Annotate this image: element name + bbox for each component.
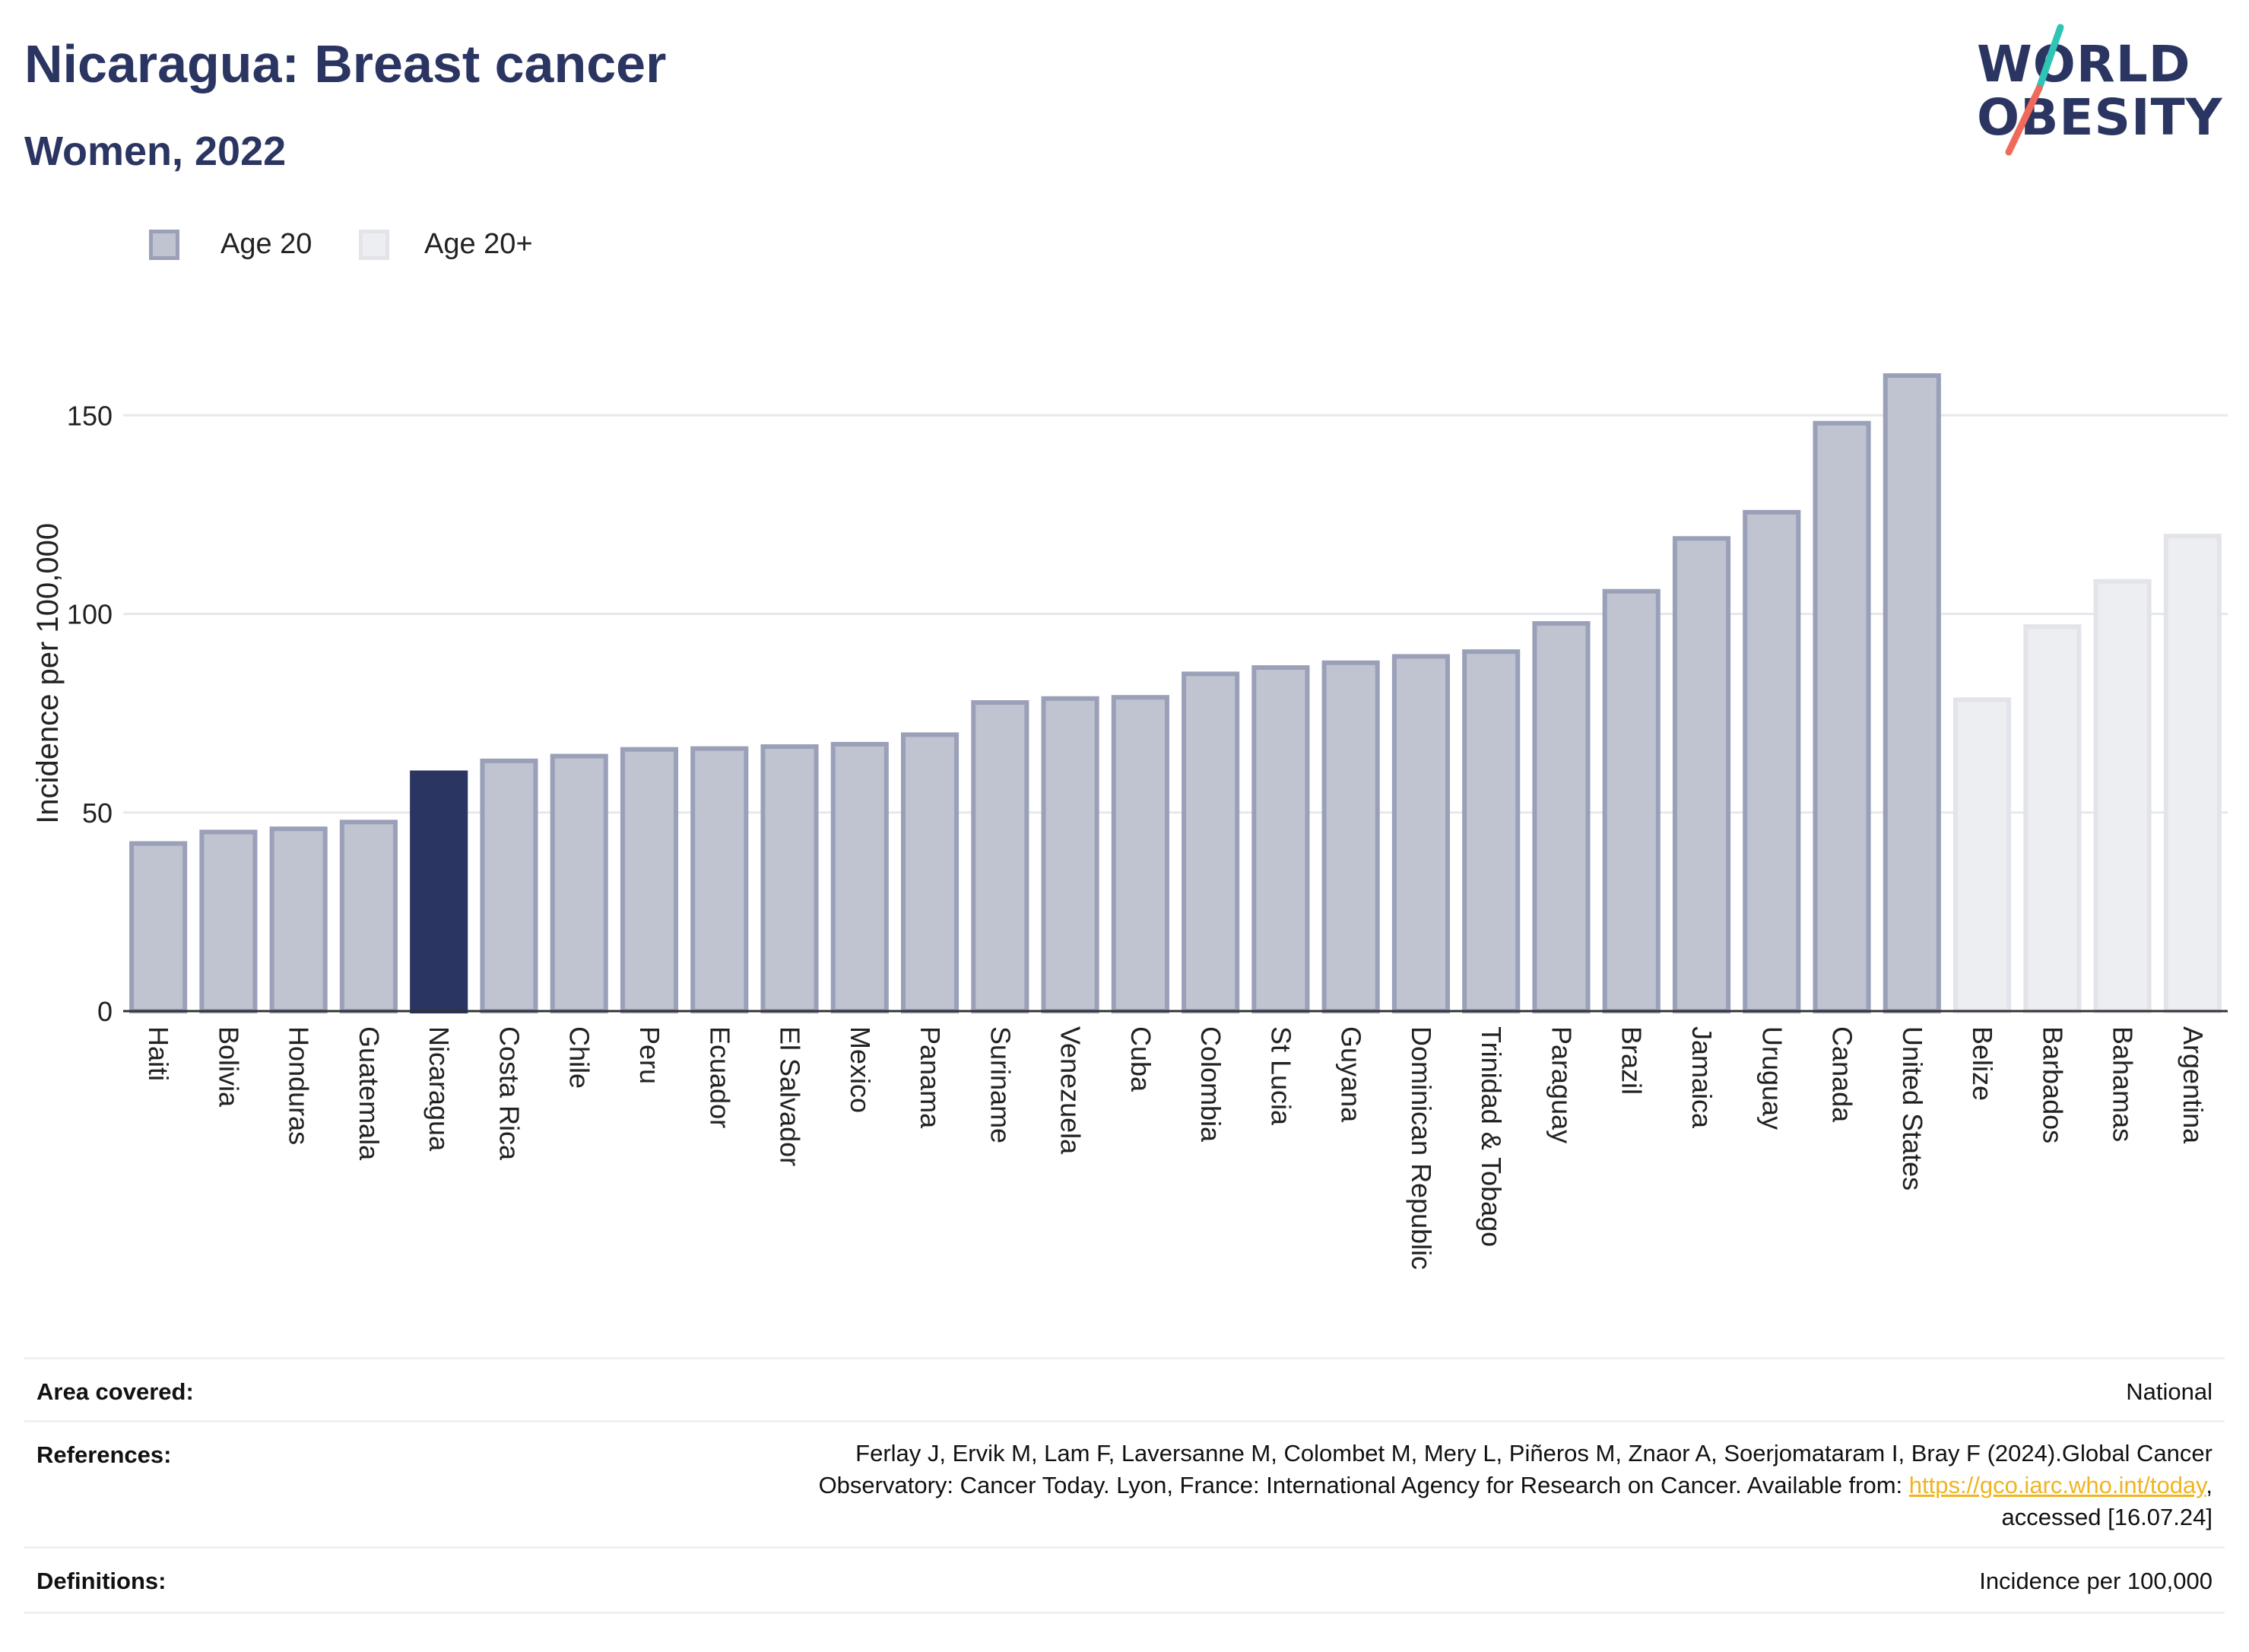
legend-label-age-20: Age 20 xyxy=(220,228,312,260)
bar-paraguay xyxy=(1532,621,1591,1013)
legend-label-age-20-plus: Age 20+ xyxy=(424,228,533,260)
bar-cuba xyxy=(1111,695,1169,1013)
reference-link[interactable]: https://gco.iarc.who.int/today xyxy=(1908,1472,2206,1498)
x-tick-label-belize: Belize xyxy=(1967,1026,1998,1101)
bar-chart: 0 50 100 150 Incidence per 100,000 Haiti Boliv… xyxy=(31,373,2228,1270)
bar-argentina xyxy=(2163,534,2222,1013)
bar-st-lucia xyxy=(1251,665,1310,1013)
x-tick-label-panama: Panama xyxy=(915,1026,946,1129)
bar-guyana xyxy=(1321,660,1380,1014)
bar-canada xyxy=(1813,420,1871,1013)
info-value-definitions: Incidence per 100,000 xyxy=(1979,1568,2213,1594)
bar-brazil xyxy=(1602,588,1661,1013)
logo-line-1: WORLD xyxy=(1977,35,2191,94)
bar-ecuador xyxy=(690,746,749,1013)
bar-suriname xyxy=(971,700,1029,1014)
info-row-references: References: Ferlay J, Ervik M, Lam F, La… xyxy=(24,1420,2225,1549)
x-tick-label-costa-rica: Costa Rica xyxy=(493,1026,525,1161)
reference-line-3: accessed [16.07.24] xyxy=(2001,1504,2213,1530)
x-tick-label-venezuela: Venezuela xyxy=(1055,1026,1086,1155)
x-tick-label-cuba: Cuba xyxy=(1125,1026,1156,1092)
info-key-references: References: xyxy=(36,1441,172,1468)
x-tick-label-suriname: Suriname xyxy=(985,1026,1016,1143)
bar-barbados xyxy=(2023,624,2082,1013)
bar-colombia xyxy=(1182,671,1240,1014)
bar-el-salvador xyxy=(760,744,819,1013)
bar-dominican-republic xyxy=(1391,654,1450,1013)
bar-costa-rica xyxy=(480,758,538,1013)
x-tick-label-honduras: Honduras xyxy=(284,1026,315,1145)
x-tick-label-barbados: Barbados xyxy=(2037,1026,2068,1143)
bar-bahamas xyxy=(2093,579,2152,1013)
bar-jamaica xyxy=(1672,536,1731,1013)
bar-panama xyxy=(901,732,960,1014)
bar-chile xyxy=(550,753,608,1013)
x-tick-label-jamaica: Jamaica xyxy=(1686,1026,1718,1129)
x-tick-label-nicaragua: Nicaragua xyxy=(423,1026,455,1152)
bar-united-states xyxy=(1883,373,1941,1013)
bar-trinidad-and-tobago xyxy=(1462,649,1521,1013)
reference-suffix: , xyxy=(2206,1472,2213,1498)
bar-venezuela xyxy=(1041,696,1099,1013)
x-tick-label-paraguay: Paraguay xyxy=(1546,1026,1577,1143)
x-tick-label-el-salvador: El Salvador xyxy=(775,1026,806,1166)
legend-swatch-age-20 xyxy=(149,230,179,260)
y-tick-label-50: 50 xyxy=(82,797,113,829)
x-tick-label-brazil: Brazil xyxy=(1616,1026,1648,1095)
x-tick-label-guatemala: Guatemala xyxy=(354,1026,385,1161)
logo-slash-icon xyxy=(2005,24,2064,156)
bar-guatemala xyxy=(339,820,398,1014)
chart-subtitle: Women, 2022 xyxy=(24,128,287,174)
bar-nicaragua xyxy=(410,770,468,1013)
info-row-definitions: Definitions: Incidence per 100,000 xyxy=(24,1546,2225,1614)
x-tick-label-haiti: Haiti xyxy=(143,1026,174,1081)
info-value-area: National xyxy=(2126,1378,2213,1405)
info-row-area: Area covered: National xyxy=(24,1357,2225,1422)
y-axis-title: Incidence per 100,000 xyxy=(31,523,65,824)
world-obesity-logo: WORLD OBESITY xyxy=(1977,23,2235,160)
info-key-area: Area covered: xyxy=(36,1378,194,1405)
info-value-references: Ferlay J, Ervik M, Lam F, Laversanne M, … xyxy=(819,1438,2213,1533)
x-tick-label-canada: Canada xyxy=(1827,1026,1858,1123)
x-tick-label-mexico: Mexico xyxy=(845,1026,876,1113)
y-tick-label-150: 150 xyxy=(67,400,113,431)
y-tick-label-100: 100 xyxy=(67,599,113,630)
bar-haiti xyxy=(129,841,188,1013)
y-tick-label-0: 0 xyxy=(97,996,113,1027)
x-tick-label-guyana: Guyana xyxy=(1336,1026,1367,1123)
bar-mexico xyxy=(830,741,889,1013)
legend-swatch-age-20-plus xyxy=(359,230,389,260)
bar-bolivia xyxy=(199,829,258,1014)
x-tick-label-trinidad-and-tobago: Trinidad & Tobago xyxy=(1476,1026,1507,1247)
reference-line-1: Ferlay J, Ervik M, Lam F, Laversanne M, … xyxy=(855,1440,2213,1467)
x-tick-label-uruguay: Uruguay xyxy=(1756,1026,1787,1130)
bar-peru xyxy=(620,747,679,1013)
chart-title: Nicaragua: Breast cancer xyxy=(24,34,667,94)
x-tick-label-argentina: Argentina xyxy=(2178,1026,2209,1144)
bar-belize xyxy=(1953,697,2012,1013)
bar-uruguay xyxy=(1743,509,1801,1013)
x-tick-label-peru: Peru xyxy=(634,1026,665,1084)
reference-line-2: Observatory: Cancer Today. Lyon, France:… xyxy=(819,1470,2213,1501)
reference-text: Observatory: Cancer Today. Lyon, France:… xyxy=(818,1472,1909,1498)
info-key-definitions: Definitions: xyxy=(36,1568,167,1594)
x-tick-label-ecuador: Ecuador xyxy=(704,1026,735,1128)
bar-honduras xyxy=(269,826,328,1013)
x-tick-label-st-lucia: St Lucia xyxy=(1265,1026,1296,1126)
x-tick-label-dominican-republic: Dominican Republic xyxy=(1406,1026,1437,1270)
x-tick-label-colombia: Colombia xyxy=(1195,1026,1226,1143)
x-tick-label-bahamas: Bahamas xyxy=(2108,1026,2139,1142)
x-tick-label-chile: Chile xyxy=(564,1026,595,1089)
x-tick-label-united-states: United States xyxy=(1897,1026,1928,1191)
x-tick-label-bolivia: Bolivia xyxy=(213,1026,244,1108)
